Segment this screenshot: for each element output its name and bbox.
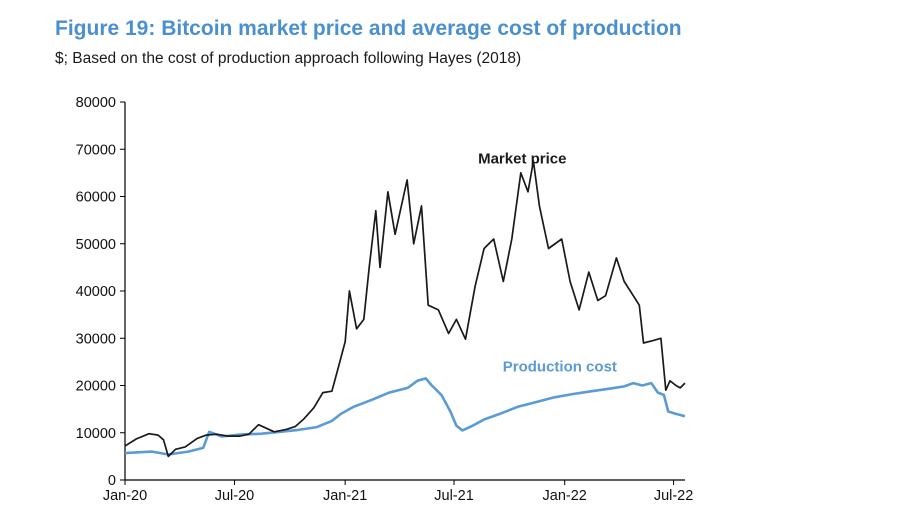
x-tick-label: Jul-21: [434, 488, 474, 504]
y-tick-label: 20000: [76, 379, 116, 395]
x-tick-label: Jan-20: [103, 488, 147, 504]
series-line-production-cost: [124, 377, 686, 456]
series-label: Market price: [478, 150, 566, 167]
y-tick-label: 70000: [76, 142, 116, 158]
y-tick-label: 30000: [76, 331, 116, 347]
chart-title: Figure 19: Bitcoin market price and aver…: [55, 17, 682, 40]
x-tick-label: Jan-22: [543, 488, 587, 504]
x-tick-label: Jul-22: [654, 488, 694, 504]
x-tick-label: Jan-21: [323, 488, 367, 504]
series-line-market-price: [124, 160, 686, 458]
x-tick-label: Jul-20: [215, 488, 255, 504]
y-tick-label: 40000: [76, 284, 116, 300]
chart-subtitle: $; Based on the cost of production appro…: [55, 50, 522, 67]
y-tick-label: 50000: [76, 237, 116, 253]
chart-annotations: Market price Production cost: [478, 150, 617, 375]
y-tick-label: 0: [108, 473, 116, 489]
chart-axes: 0 10000 20000 30000 40000 50000 60000 70000 8000…: [76, 95, 694, 504]
y-tick-label: 60000: [76, 190, 116, 206]
y-tick-label: 80000: [76, 95, 116, 111]
y-tick-label: 10000: [76, 426, 116, 442]
chart-series: [124, 160, 686, 458]
series-label: Production cost: [503, 358, 617, 375]
